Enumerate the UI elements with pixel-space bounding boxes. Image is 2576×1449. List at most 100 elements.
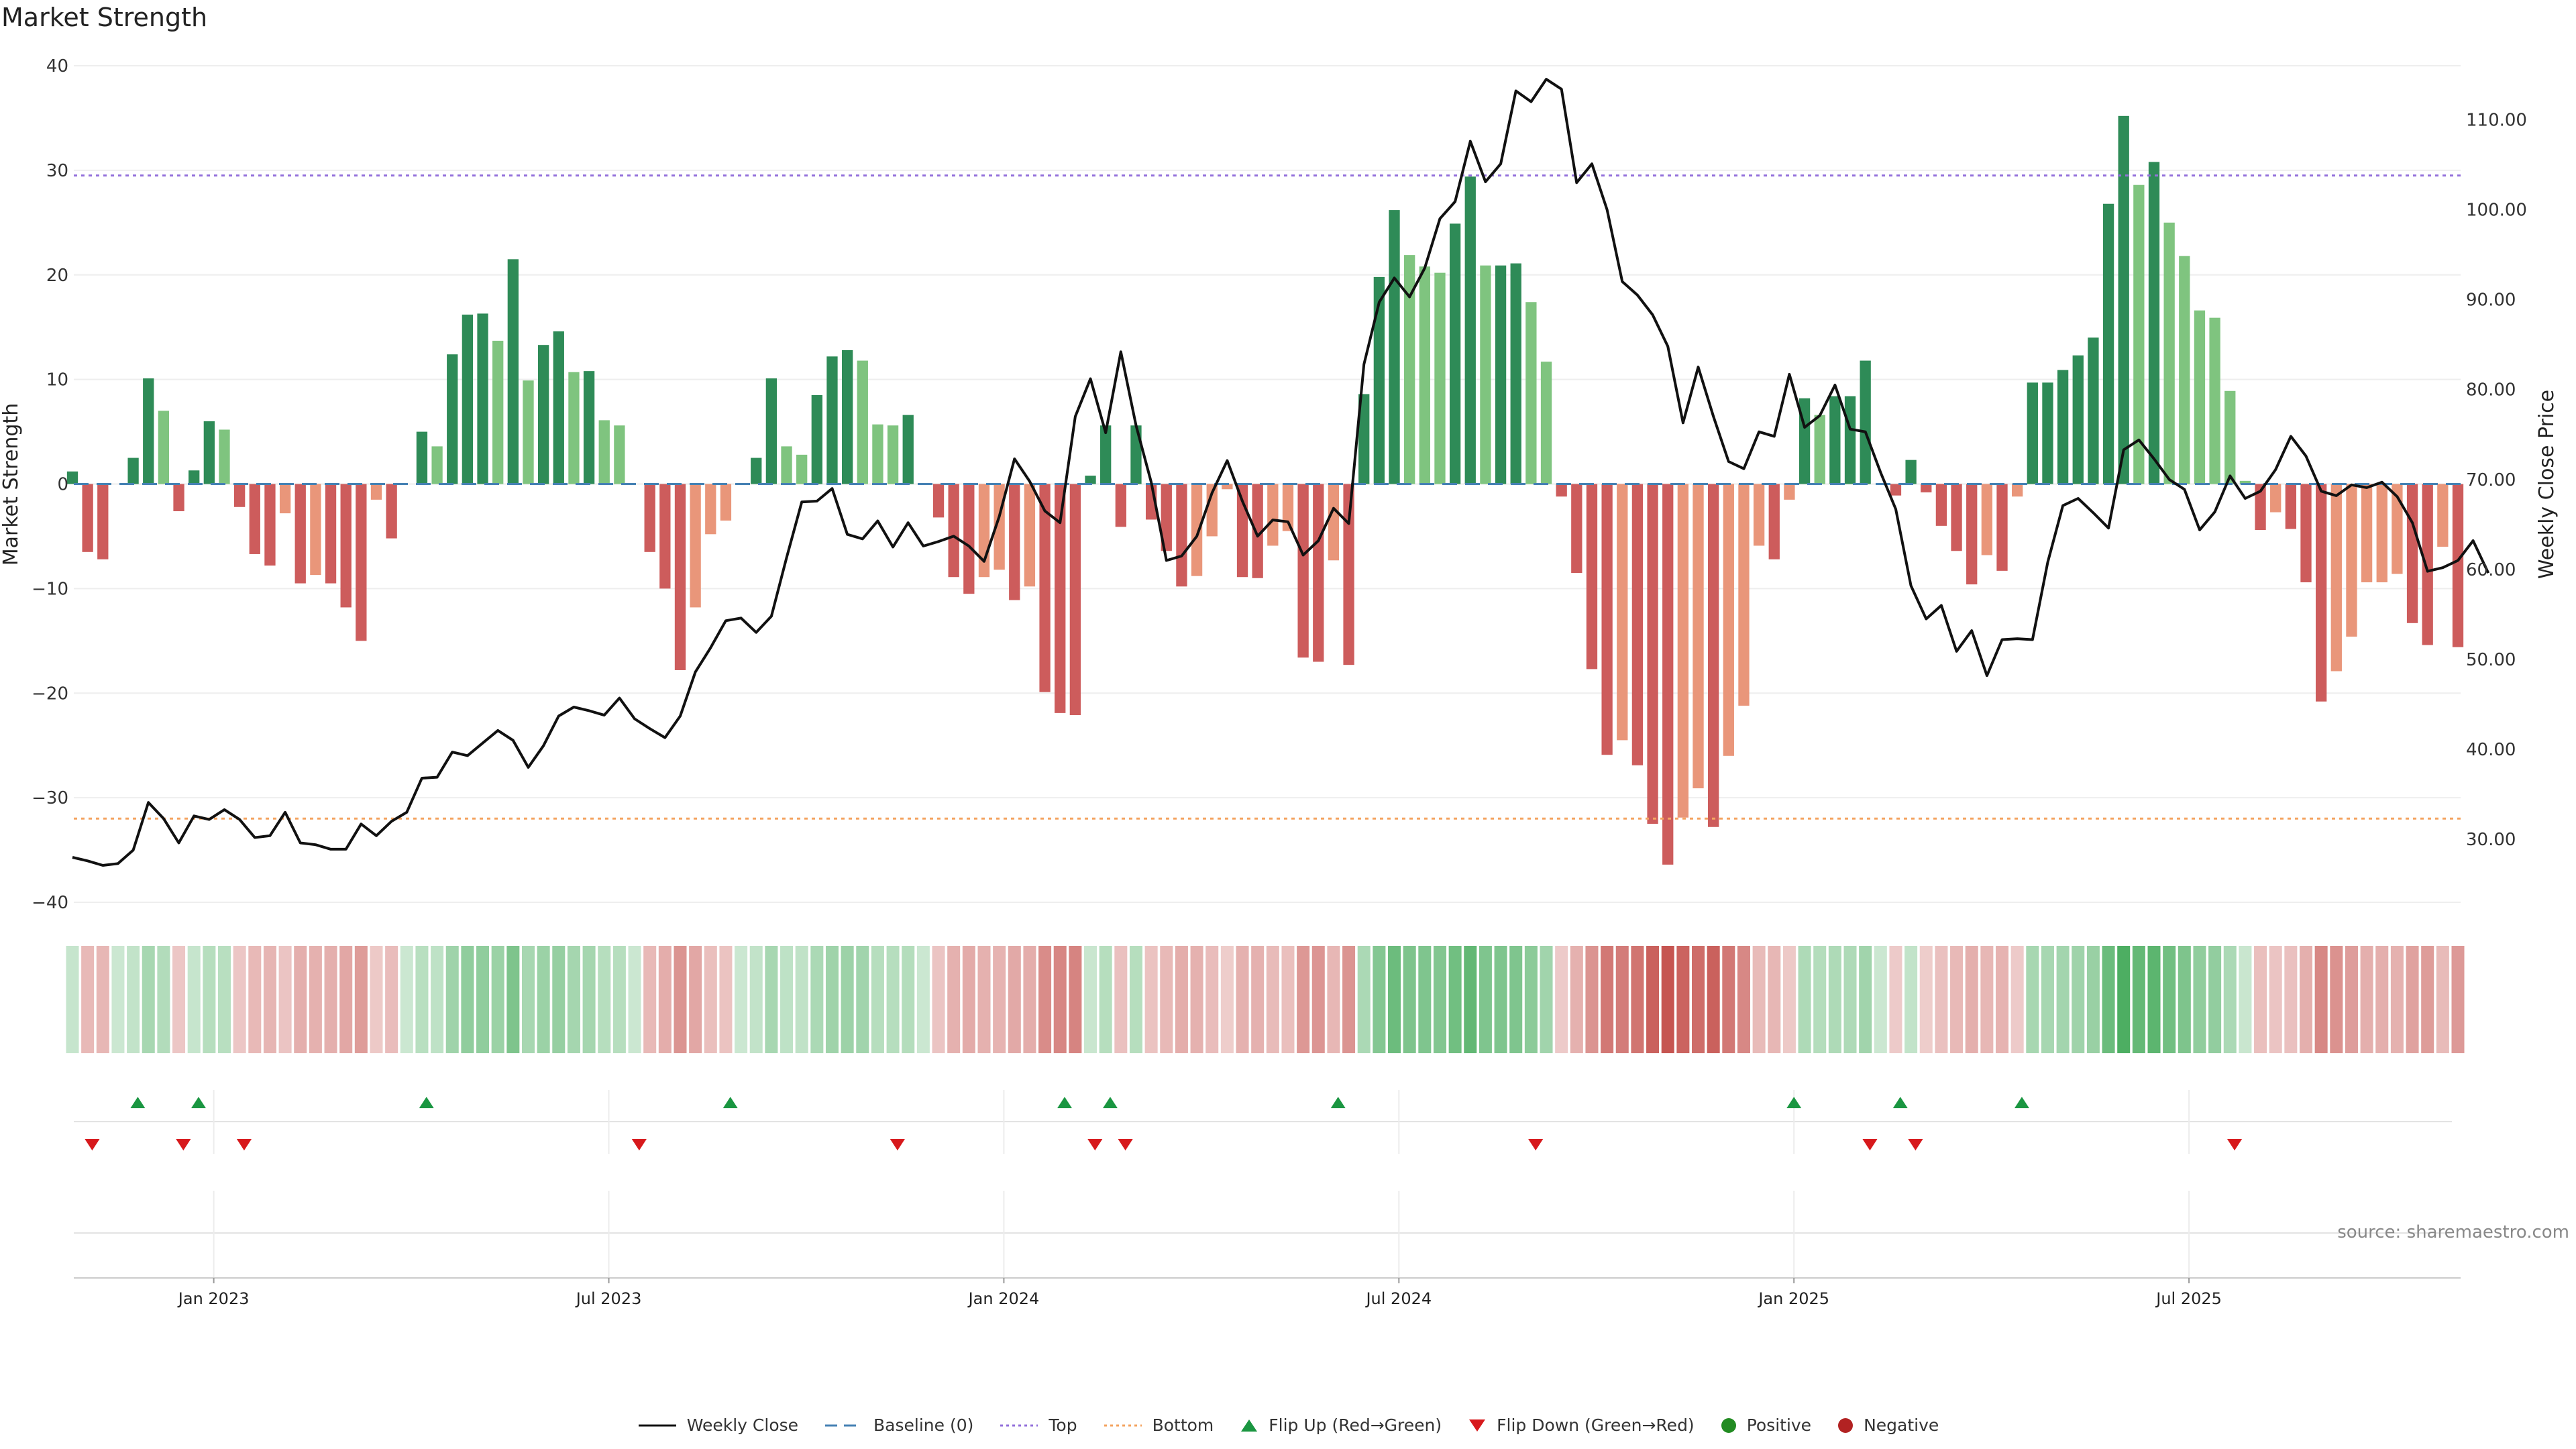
strength-bar xyxy=(614,425,625,484)
heat-cell xyxy=(2102,946,2115,1053)
strength-bar xyxy=(1161,484,1172,551)
legend-baseline[interactable]: Baseline (0) xyxy=(824,1415,973,1435)
heat-cell xyxy=(1601,946,1614,1053)
heat-cell xyxy=(2026,946,2039,1053)
strength-bar xyxy=(1677,484,1689,818)
legend-flip-down[interactable]: Flip Down (Green→Red) xyxy=(1467,1415,1695,1435)
heat-cell xyxy=(1342,946,1356,1053)
strength-bar xyxy=(97,484,109,559)
strength-bar xyxy=(1738,484,1750,706)
strength-bar xyxy=(887,425,899,484)
strength-bar xyxy=(1693,484,1704,789)
strength-bar xyxy=(1055,484,1066,713)
legend-negative[interactable]: Negative xyxy=(1837,1415,1939,1435)
strength-bar xyxy=(1647,484,1658,824)
heat-cell xyxy=(704,946,717,1053)
y-tick-label: 40 xyxy=(46,56,68,76)
heat-cell xyxy=(324,946,337,1053)
strength-bar xyxy=(1480,265,1491,484)
legend-bottom[interactable]: Bottom xyxy=(1103,1415,1214,1435)
flip-up-marker xyxy=(1892,1097,1908,1108)
flip-down-marker xyxy=(1528,1139,1544,1150)
heat-cell xyxy=(749,946,763,1053)
strength-bar xyxy=(507,259,519,484)
heat-cell xyxy=(370,946,383,1053)
heat-cell xyxy=(977,946,991,1053)
strength-bar xyxy=(2224,390,2236,484)
y-tick-label: −10 xyxy=(32,579,68,599)
strength-bar xyxy=(1069,484,1081,715)
heat-cell xyxy=(263,946,276,1053)
heat-cell xyxy=(1281,946,1295,1053)
heat-cell xyxy=(765,946,778,1053)
strength-bar xyxy=(1464,176,1476,484)
legend: Weekly Close Baseline (0) Top Bottom Fli… xyxy=(0,1415,2576,1435)
legend-top-label: Top xyxy=(1049,1415,1077,1435)
heat-cell xyxy=(1524,946,1538,1053)
heat-cell xyxy=(947,946,961,1053)
flip-up-marker xyxy=(419,1097,434,1108)
y2-tick-label: 30.00 xyxy=(2466,830,2516,850)
heat-cell xyxy=(1752,946,1766,1053)
heat-cell xyxy=(2010,946,2024,1053)
heat-cell xyxy=(1919,946,1933,1053)
legend-weekly-close[interactable]: Weekly Close xyxy=(637,1415,798,1435)
heat-cell xyxy=(1038,946,1052,1053)
strength-bar xyxy=(948,484,959,578)
strength-bar xyxy=(583,371,595,484)
heat-cell xyxy=(476,946,490,1053)
strength-bar xyxy=(1556,484,1567,497)
strength-bar xyxy=(158,411,170,484)
strength-bar xyxy=(705,484,716,535)
heat-cell xyxy=(2208,946,2222,1053)
strength-bar xyxy=(1708,484,1719,827)
heat-cell xyxy=(2132,946,2145,1053)
flip-up-marker xyxy=(1102,1097,1118,1108)
legend-positive[interactable]: Positive xyxy=(1720,1415,1811,1435)
heat-cell xyxy=(1874,946,1887,1053)
heat-cell xyxy=(1965,946,1978,1053)
heat-cell xyxy=(431,946,444,1053)
heat-cell xyxy=(628,946,641,1053)
strength-bar xyxy=(598,420,610,484)
strength-bar xyxy=(2330,484,2342,672)
heat-cell xyxy=(780,946,794,1053)
strength-bar xyxy=(1510,263,1521,484)
strength-bar xyxy=(553,331,564,484)
y-tick-label: −40 xyxy=(32,893,68,913)
strength-bar xyxy=(2437,484,2449,547)
strength-bar xyxy=(233,484,246,507)
strength-bar xyxy=(1890,484,1902,496)
strength-bar xyxy=(2148,162,2160,484)
y2-tick-label: 40.00 xyxy=(2466,740,2516,760)
strength-bar xyxy=(1844,396,1856,484)
legend-weekly-close-label: Weekly Close xyxy=(686,1415,799,1435)
heat-cell xyxy=(856,946,869,1053)
heat-cell xyxy=(2451,946,2465,1053)
axes: −40 −30 −20 −10 0 10 20 30 40 30.00 40.00 50.00 60.0… xyxy=(0,56,2559,913)
heat-cell xyxy=(2314,946,2328,1053)
strength-bar xyxy=(1935,484,1947,526)
strength-bar xyxy=(2194,310,2206,484)
flip-down-marker xyxy=(176,1139,191,1150)
strength-bar xyxy=(1449,223,1461,484)
flip-up-triangle-icon xyxy=(1241,1419,1258,1432)
heat-cell xyxy=(1327,946,1340,1053)
strength-bar xyxy=(66,471,78,484)
strength-bar xyxy=(2255,484,2266,531)
strength-bar xyxy=(841,350,853,484)
strength-bar xyxy=(644,484,655,552)
strength-bar xyxy=(751,458,762,484)
heat-cell xyxy=(1311,946,1325,1053)
heat-cell xyxy=(142,946,155,1053)
legend-top[interactable]: Top xyxy=(999,1415,1077,1435)
flip-up-marker xyxy=(722,1097,738,1108)
strength-bar xyxy=(1723,484,1734,756)
strength-bar xyxy=(1222,484,1233,490)
strength-bar xyxy=(2285,484,2297,529)
strength-bar xyxy=(127,458,139,484)
legend-flip-up[interactable]: Flip Up (Red→Green) xyxy=(1239,1415,1442,1435)
heat-cell xyxy=(1737,946,1750,1053)
strength-bar xyxy=(1905,460,1917,484)
strength-bar xyxy=(1085,476,1096,484)
